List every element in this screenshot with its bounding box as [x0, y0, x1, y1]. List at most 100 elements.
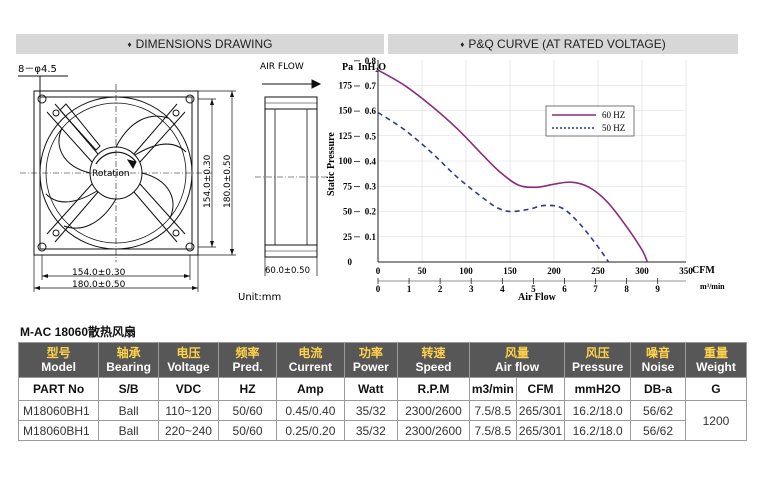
y-tick-inh2o: 0.7: [365, 81, 377, 91]
pq-curve-header: ♦ P&Q CURVE (AT RATED VOLTAGE): [388, 34, 738, 54]
x-tick-cfm: 350: [679, 266, 693, 276]
dim-arrow: [184, 274, 190, 278]
cell-part-no: M18060BH1: [17, 420, 100, 441]
x-unit-m3: m³/min: [700, 282, 725, 291]
table-row: M18060BH1 Ball 110~120 50/60 0.45/0.40 3…: [17, 400, 748, 441]
dim-depth: 60.0±0.50: [265, 266, 310, 276]
x-tick-m3: 1: [407, 284, 412, 294]
pq-curve-header-text: P&Q CURVE (AT RATED VOLTAGE): [468, 37, 666, 51]
x-tick-cfm: 150: [503, 266, 517, 276]
fan-blade: [45, 190, 98, 203]
dim-arrow: [230, 91, 234, 97]
dim-inner-v: 154.0±0.30: [203, 154, 213, 208]
cell-airflow-m3: 7.5/8.5: [468, 400, 517, 421]
rotation-arrowhead: [126, 159, 137, 170]
col-power: 功率 Power: [343, 342, 399, 378]
x-tick-cfm: 200: [547, 266, 561, 276]
cell-airflow-m3: 7.5/8.5: [468, 420, 517, 441]
spoke: [46, 183, 93, 235]
y-tick-inh2o: 0.4: [365, 156, 377, 166]
cell-weight: 1200: [684, 400, 748, 441]
unit-cell: CFM: [515, 377, 566, 401]
mount-hole: [185, 94, 195, 104]
fan-blade: [134, 143, 187, 156]
y-tick-inh2o: 0.6: [365, 106, 377, 116]
cell-power: 35/32: [343, 420, 399, 441]
y-tick-inh2o: 0.5: [365, 131, 377, 141]
dim-outer-h: 180.0±0.50: [72, 280, 126, 290]
y-tick-inh2o: 0.2: [365, 207, 377, 217]
spoke: [54, 191, 99, 243]
mount-hole: [37, 242, 47, 252]
dim-inner-h: 154.0±0.30: [72, 268, 126, 278]
x-tick-m3: 6: [562, 284, 567, 294]
x-axis-label: Air Flow: [518, 292, 557, 303]
unit-cell: HZ: [217, 377, 278, 401]
cell-current: 0.25/0.20: [276, 420, 345, 441]
spoke: [139, 111, 186, 163]
legend-label-50hz: 50 HZ: [602, 123, 625, 133]
mount-hole: [52, 109, 60, 117]
y-tick-pa: 175: [339, 80, 353, 90]
dim-arrow: [230, 249, 234, 255]
x-tick-m3: 5: [531, 284, 536, 294]
y-tick-inh2o: 0.1: [365, 232, 377, 242]
spec-table: 型号 Model 轴承 Bearing 电压 Voltage 频率 Pred. 电流 Cu…: [17, 342, 748, 441]
fan-side-view: [264, 96, 318, 258]
x-tick-m3: 3: [469, 284, 474, 294]
y-tick-pa: 25: [343, 232, 353, 242]
fan-blade: [141, 172, 174, 219]
y-tick-inh2o: 0.8: [365, 56, 377, 66]
unit-cell: DB-a: [630, 377, 686, 401]
rotation-label: Rotation: [92, 169, 130, 179]
airflow-label: AIR FLOW: [260, 62, 304, 72]
col-current: 电流 Current: [276, 342, 345, 378]
unit-cell: G: [684, 377, 748, 401]
units-row: PART No S/B VDC HZ Amp Watt R.P.M m3/min…: [17, 377, 748, 401]
spoke: [139, 183, 186, 235]
header-bullet: ♦: [127, 40, 132, 49]
cell-airflow-cfm: 265/301: [515, 400, 566, 421]
x-tick-m3: 8: [624, 284, 629, 294]
y-tick-pa: 0: [348, 257, 353, 267]
model-title: M-AC 18060散热风扇: [20, 325, 137, 339]
x-tick-cfm: 250: [591, 266, 605, 276]
y-tick-pa: 50: [343, 207, 353, 217]
col-voltage: 电压 Voltage: [157, 342, 219, 378]
x-tick-cfm: 50: [418, 266, 428, 276]
dim-arrow: [34, 286, 40, 290]
col-weight: 重量 Weight: [684, 342, 748, 378]
wire-guide: [59, 103, 101, 151]
mount-hole: [52, 229, 60, 237]
cell-voltage: 110~120: [157, 400, 219, 421]
dim-arrow: [210, 241, 214, 247]
fan-blade: [58, 127, 91, 174]
cell-frequency: 50/60: [217, 420, 278, 441]
airflow-arrowhead: [311, 79, 322, 89]
col-speed: 转速 Speed: [397, 342, 470, 378]
fan-blade: [115, 115, 169, 148]
unit-cell: Watt: [343, 377, 399, 401]
cell-power: 35/32: [343, 400, 399, 421]
spoke: [46, 111, 93, 163]
x-tick-m3: 0: [376, 284, 381, 294]
cell-speed: 2300/2600: [397, 420, 470, 441]
unit-cell: S/B: [98, 377, 159, 401]
mount-hole: [172, 109, 180, 117]
mount-hole: [37, 94, 47, 104]
col-bearing: 轴承 Bearing: [98, 342, 159, 378]
x-tick-cfm: 300: [635, 266, 649, 276]
col-model: 型号 Model: [17, 342, 100, 378]
mount-hole: [185, 242, 195, 252]
x-tick-m3: 2: [438, 284, 443, 294]
x-tick-m3: 9: [655, 284, 660, 294]
cell-speed: 2300/2600: [397, 400, 470, 421]
dim-arrow: [210, 99, 214, 105]
chart-legend: [545, 105, 635, 137]
x-tick-cfm: 0: [376, 266, 381, 276]
cell-airflow-cfm: 265/301: [515, 420, 566, 441]
cell-part-no: M18060BH1: [17, 400, 100, 421]
x-tick-cfm: 100: [459, 266, 473, 276]
